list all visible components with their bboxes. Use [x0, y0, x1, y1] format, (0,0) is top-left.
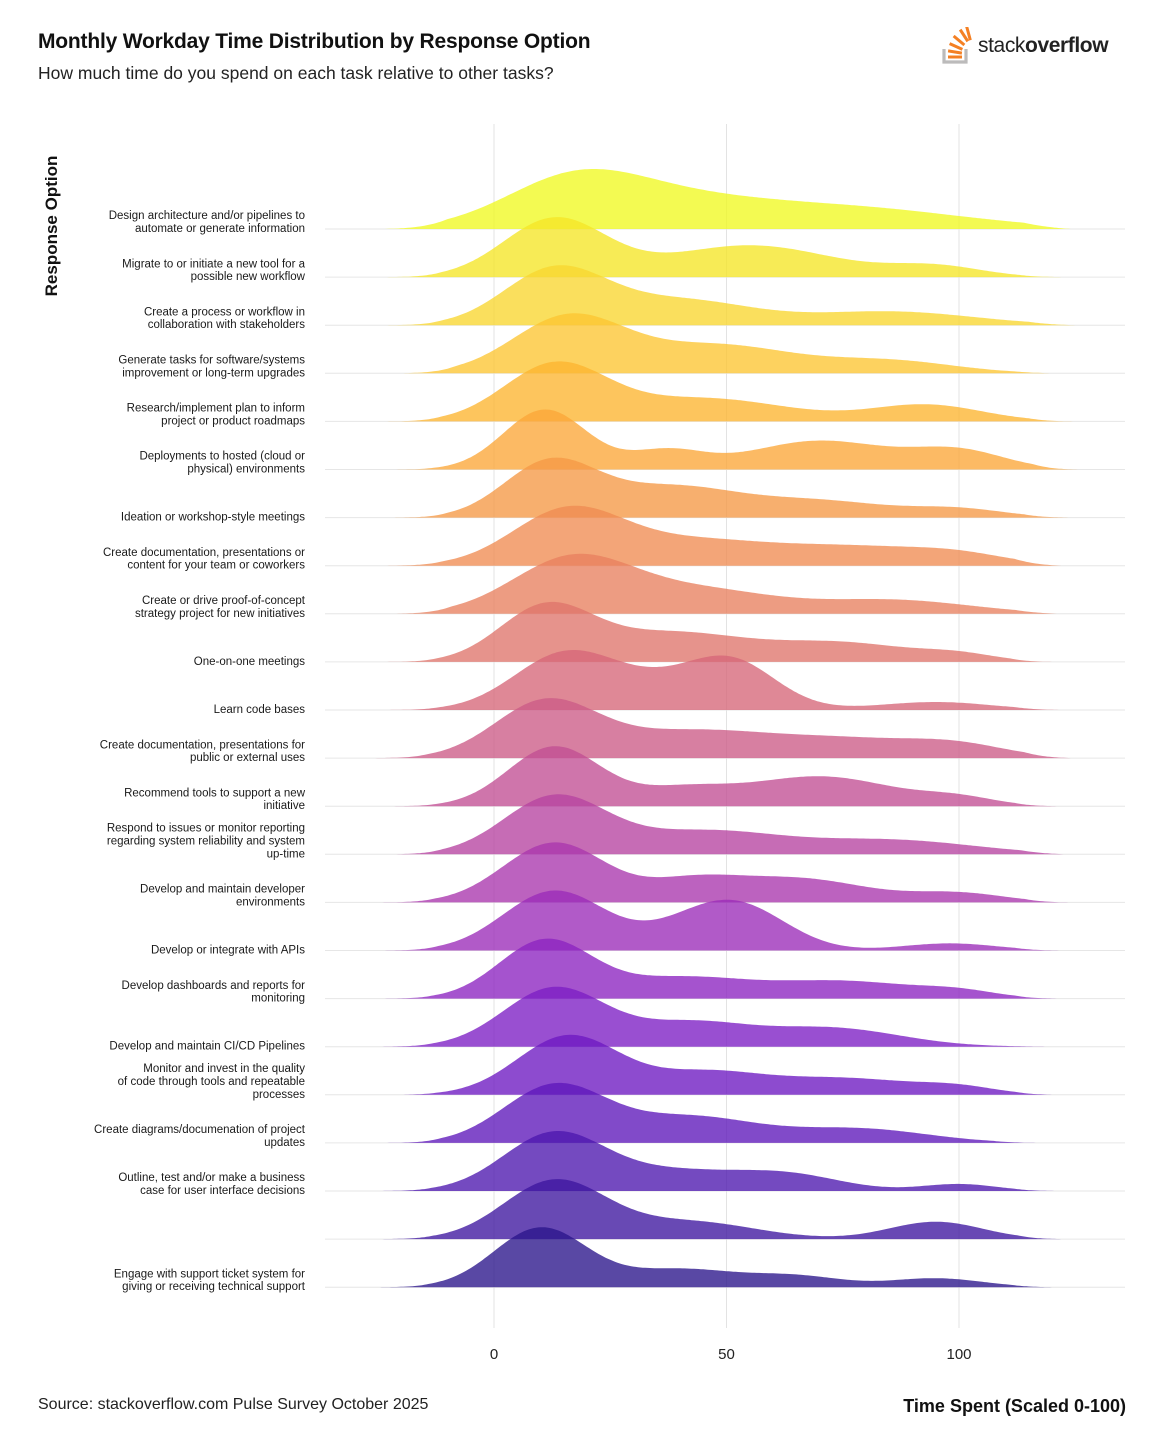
category-label-12-0: Recommend tools to support a new — [124, 787, 306, 799]
category-label-18-0: Monitor and invest in the quality — [143, 1063, 305, 1075]
ridge-19 — [377, 1082, 1038, 1143]
ridge-18 — [373, 1034, 1062, 1095]
category-label-14-1: environments — [236, 896, 305, 908]
category-label-0-1: automate or generate information — [135, 223, 305, 235]
ridge-10 — [373, 650, 1062, 710]
ridge-5 — [368, 409, 1080, 470]
category-label-1-0: Migrate to or initiate a new tool for a — [122, 258, 305, 270]
category-label-19-1: updates — [264, 1137, 305, 1149]
category-label-15-0: Develop or integrate with APIs — [151, 945, 305, 957]
x-tick-label-2: 100 — [946, 1346, 971, 1363]
category-label-19-0: Create diagrams/documenation of project — [94, 1124, 306, 1136]
category-label-2-1: collaboration with stakeholders — [148, 319, 306, 331]
category-label-12-1: initiative — [263, 800, 305, 812]
category-label-9-0: One-on-one meetings — [194, 656, 305, 668]
category-label-8-1: strategy project for new initiatives — [135, 608, 305, 620]
ridge-2 — [377, 265, 1076, 326]
category-label-16-0: Develop dashboards and reports for — [122, 980, 306, 992]
category-label-22-0: Engage with support ticket system for — [114, 1268, 305, 1280]
chart-subtitle: How much time do you spend on each task … — [38, 63, 554, 83]
stackoverflow-icon — [942, 27, 972, 64]
source-note: Source: stackoverflow.com Pulse Survey O… — [38, 1396, 429, 1413]
category-label-4-1: project or product roadmaps — [161, 415, 305, 427]
ridge-20 — [368, 1131, 1062, 1191]
ridge-11 — [363, 698, 1071, 759]
ridge-8 — [387, 553, 1062, 614]
logo-wordmark: stackoverflow — [978, 34, 1109, 57]
category-label-7-1: content for your team or coworkers — [127, 560, 305, 572]
x-axis-title: Time Spent (Scaled 0-100) — [903, 1396, 1126, 1416]
ridge-7 — [377, 505, 1062, 566]
category-label-4-0: Research/implement plan to inform — [127, 403, 305, 415]
category-label-13-1: regarding system reliability and system — [107, 836, 305, 848]
ridge-21 — [368, 1179, 1066, 1240]
category-label-18-1: of code through tools and repeatable — [118, 1076, 305, 1088]
x-tick-label-0: 0 — [490, 1346, 498, 1363]
category-label-1-1: possible new workflow — [191, 271, 306, 283]
ridge-6 — [382, 457, 1071, 518]
category-label-11-1: public or external uses — [190, 752, 305, 764]
ridge-0 — [382, 169, 1071, 229]
ridge-4 — [377, 361, 1076, 422]
ridge-15 — [373, 890, 1062, 951]
stackoverflow-logo: stackoverflow — [942, 26, 1132, 66]
ridge-3 — [391, 313, 1062, 374]
category-label-7-0: Create documentation, presentations or — [103, 547, 305, 559]
category-label-5-0: Deployments to hosted (cloud or — [139, 451, 305, 463]
ridge-1 — [377, 217, 1066, 278]
category-label-20-1: case for user interface decisions — [140, 1185, 305, 1197]
category-label-20-0: Outline, test and/or make a business — [118, 1172, 305, 1184]
category-label-13-0: Respond to issues or monitor reporting — [107, 823, 305, 835]
ridge-16 — [368, 938, 1062, 999]
category-label-0-0: Design architecture and/or pipelines to — [109, 210, 305, 222]
category-label-5-1: physical) environments — [187, 464, 305, 476]
category-label-3-1: improvement or long-term upgrades — [122, 367, 305, 379]
ridge-14 — [368, 842, 1071, 903]
category-label-3-0: Generate tasks for software/systems — [118, 355, 305, 367]
ridge-22 — [363, 1227, 1057, 1288]
category-label-10-0: Learn code bases — [214, 704, 306, 716]
category-label-2-0: Create a process or workflow in — [144, 306, 305, 318]
category-label-13-2: up-time — [267, 848, 305, 860]
ridge-13 — [377, 794, 1066, 855]
x-tick-label-1: 50 — [718, 1346, 735, 1363]
category-label-17-0: Develop and maintain CI/CD Pipelines — [109, 1041, 305, 1053]
chart-title: Monthly Workday Time Distribution by Res… — [38, 30, 591, 53]
category-label-18-2: processes — [253, 1089, 306, 1101]
category-label-8-0: Create or drive proof-of-concept — [142, 595, 306, 607]
ridge-9 — [373, 601, 1057, 662]
category-label-14-0: Develop and maintain developer — [140, 884, 305, 896]
category-label-22-1: giving or receiving technical support — [122, 1281, 306, 1293]
ridge-12 — [373, 746, 1062, 807]
category-label-11-0: Create documentation, presentations for — [100, 739, 305, 751]
category-label-16-1: monitoring — [251, 993, 305, 1005]
category-label-6-0: Ideation or workshop-style meetings — [121, 512, 305, 524]
ridge-17 — [368, 986, 1057, 1047]
